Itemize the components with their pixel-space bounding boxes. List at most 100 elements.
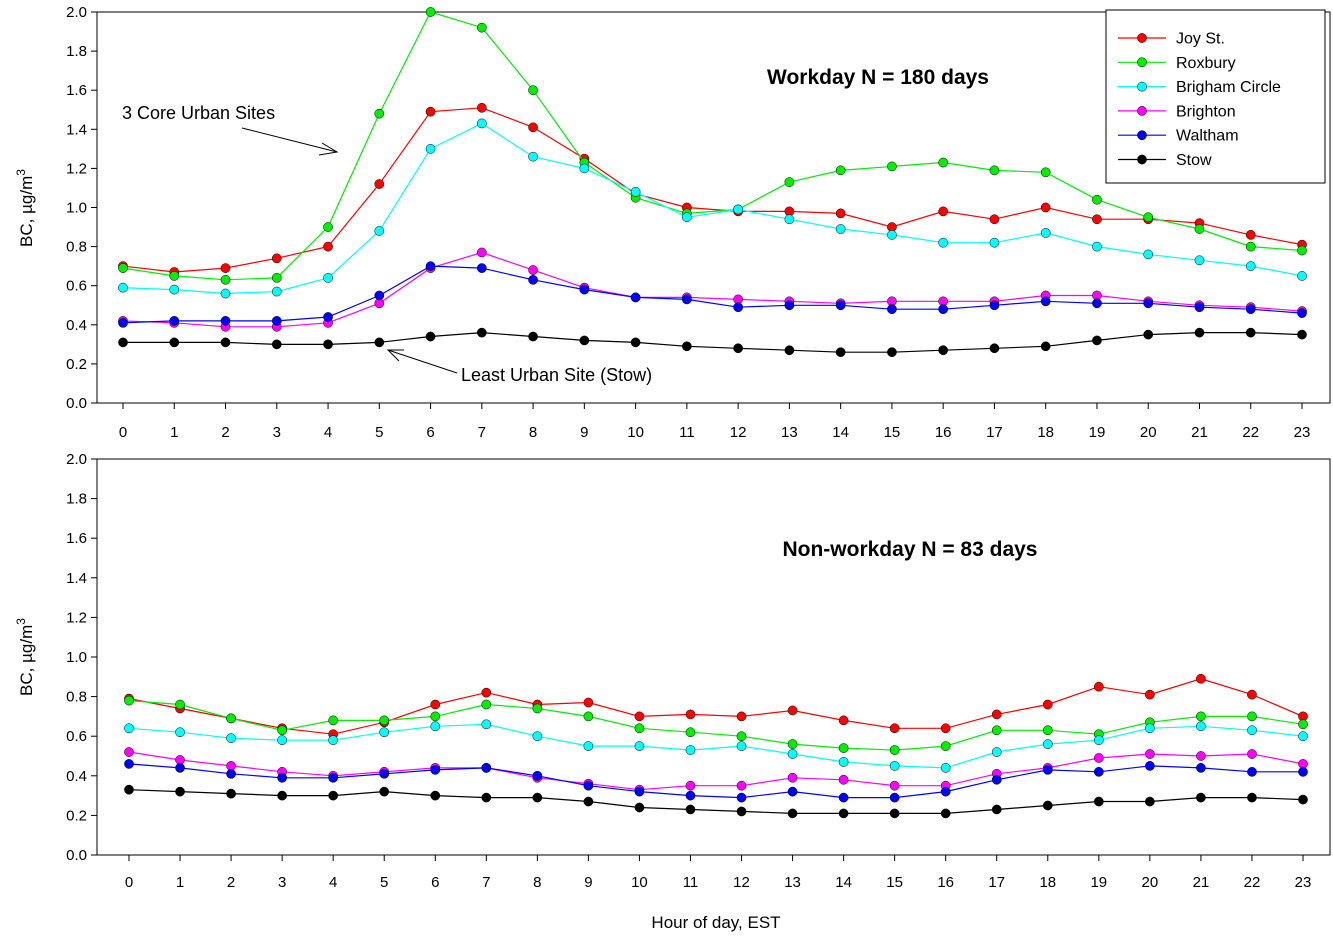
nonworkday-x-tick-label: 3 xyxy=(278,874,286,891)
workday-point-stow xyxy=(1092,335,1102,346)
workday-panel: 0.00.20.40.60.81.01.21.41.61.82.00 1 2 3 4 5 6… xyxy=(14,4,1331,441)
legend-label-waltham: Waltham xyxy=(1176,128,1239,145)
nonworkday-point-brighton xyxy=(1196,751,1206,761)
workday-y-tick-label: 1.0 xyxy=(66,200,87,217)
nonworkday-point-brigham-circle xyxy=(1196,721,1206,732)
nonworkday-point-brighton xyxy=(838,774,849,785)
legend-swatch-marker-stow xyxy=(1137,154,1147,165)
nonworkday-point-roxbury xyxy=(583,711,594,722)
nonworkday-point-brighton xyxy=(1093,753,1104,763)
workday-point-brigham-circle xyxy=(938,237,949,248)
nonworkday-x-tick-label: 2 xyxy=(227,874,235,891)
workday-point-waltham xyxy=(476,263,487,273)
nonworkday-point-brigham-circle xyxy=(1093,735,1104,746)
workday-series-line-brigham-circle xyxy=(122,122,1303,295)
nonworkday-point-brigham-circle xyxy=(685,745,696,755)
nonworkday-point-roxbury xyxy=(379,715,390,726)
workday-point-stow xyxy=(323,339,333,350)
legend-label-stow: Stow xyxy=(1176,152,1212,169)
workday-point-stow xyxy=(784,345,795,356)
workday-point-waltham xyxy=(989,300,1000,311)
nonworkday-point-roxbury xyxy=(736,731,747,742)
nonworkday-point-brighton xyxy=(787,772,798,783)
nonworkday-point-brigham-circle xyxy=(1247,725,1257,736)
nonworkday-point-waltham xyxy=(685,790,696,801)
legend-swatch-marker-brighton xyxy=(1137,106,1147,116)
nonworkday-point-brigham-circle xyxy=(226,733,236,744)
core-urban-arrow xyxy=(241,127,339,156)
nonworkday-panel: 0.00.20.40.60.81.01.21.41.61.82.00 1 2 3 4 5 6… xyxy=(14,451,1331,891)
legend-label-brigham-circle: Brigham Circle xyxy=(1176,79,1281,96)
nonworkday-point-stow xyxy=(1196,792,1206,803)
nonworkday-point-roxbury xyxy=(175,699,185,710)
workday-point-brigham-circle xyxy=(1143,249,1154,260)
nonworkday-point-roxbury xyxy=(226,713,236,724)
workday-point-roxbury xyxy=(835,165,846,176)
workday-x-tick-label: 8 xyxy=(529,424,537,441)
workday-x-tick-label: 23 xyxy=(1294,424,1311,441)
nonworkday-point-roxbury xyxy=(940,741,951,751)
nonworkday-point-joy-st xyxy=(430,699,441,710)
workday-point-waltham xyxy=(528,274,538,285)
workday-series-line-joy-st xyxy=(122,107,1303,273)
nonworkday-point-brigham-circle xyxy=(787,749,798,759)
nonworkday-point-stow xyxy=(838,808,849,819)
nonworkday-point-roxbury xyxy=(430,711,441,722)
workday-point-brigham-circle xyxy=(1040,228,1051,238)
nonworkday-y-tick-label: 2.0 xyxy=(66,451,87,468)
workday-point-waltham xyxy=(579,284,590,295)
nonworkday-point-joy-st xyxy=(838,715,849,726)
nonworkday-point-stow xyxy=(532,792,543,803)
legend-swatch-marker-waltham xyxy=(1137,130,1147,141)
nonworkday-point-joy-st xyxy=(1196,673,1206,684)
nonworkday-point-brigham-circle xyxy=(940,763,951,773)
workday-point-roxbury xyxy=(784,177,795,187)
workday-x-tick-label: 13 xyxy=(781,424,798,441)
nonworkday-point-waltham xyxy=(787,786,798,797)
nonworkday-point-stow xyxy=(328,790,339,801)
nonworkday-y-tick-label: 1.0 xyxy=(66,649,87,666)
workday-point-roxbury xyxy=(938,157,949,168)
workday-point-waltham xyxy=(323,312,333,322)
nonworkday-x-tick-label: 14 xyxy=(835,874,852,891)
nonworkday-point-brighton xyxy=(889,780,900,791)
least-urban-arrow xyxy=(386,349,458,374)
workday-point-brigham-circle xyxy=(1092,241,1102,252)
workday-point-waltham xyxy=(425,261,436,271)
workday-point-waltham xyxy=(938,304,949,315)
workday-point-waltham xyxy=(220,316,231,326)
workday-point-brigham-circle xyxy=(835,224,846,234)
nonworkday-point-brigham-circle xyxy=(430,721,441,732)
nonworkday-point-brigham-circle xyxy=(1298,731,1308,742)
least-urban-annotation: Least Urban Site (Stow) xyxy=(461,365,652,385)
nonworkday-y-tick-label: 0.8 xyxy=(66,689,87,706)
workday-point-stow xyxy=(1194,327,1205,338)
nonworkday-point-roxbury xyxy=(1247,711,1257,722)
nonworkday-point-waltham xyxy=(328,772,339,783)
workday-point-waltham xyxy=(169,316,180,326)
nonworkday-point-waltham xyxy=(226,768,236,779)
workday-point-waltham xyxy=(835,300,846,311)
workday-series-line-brighton xyxy=(122,251,1303,328)
workday-point-stow xyxy=(835,347,846,358)
workday-point-waltham xyxy=(784,300,795,311)
legend-swatch-marker-roxbury xyxy=(1137,57,1147,68)
nonworkday-point-brigham-circle xyxy=(889,761,900,771)
nonworkday-point-brigham-circle xyxy=(532,731,543,742)
nonworkday-point-stow xyxy=(1247,792,1257,803)
workday-x-tick-label: 10 xyxy=(627,424,644,441)
nonworkday-x-tick-label: 22 xyxy=(1244,874,1261,891)
nonworkday-point-waltham xyxy=(736,792,747,803)
nonworkday-point-joy-st xyxy=(1247,689,1257,700)
workday-y-axis-title: BC, µg/m3 xyxy=(14,169,36,247)
nonworkday-axes: 0.00.20.40.60.81.01.21.41.61.82.00 1 2 3 4 5 6… xyxy=(66,451,1311,891)
workday-point-roxbury xyxy=(1194,224,1205,234)
x-axis-title: Hour of day, EST xyxy=(651,913,780,932)
nonworkday-point-waltham xyxy=(889,792,900,803)
workday-y-tick-label: 0.4 xyxy=(66,317,87,334)
nonworkday-point-waltham xyxy=(277,772,287,783)
nonworkday-point-brighton xyxy=(124,747,134,757)
workday-point-roxbury xyxy=(220,274,231,285)
workday-point-stow xyxy=(374,337,385,348)
